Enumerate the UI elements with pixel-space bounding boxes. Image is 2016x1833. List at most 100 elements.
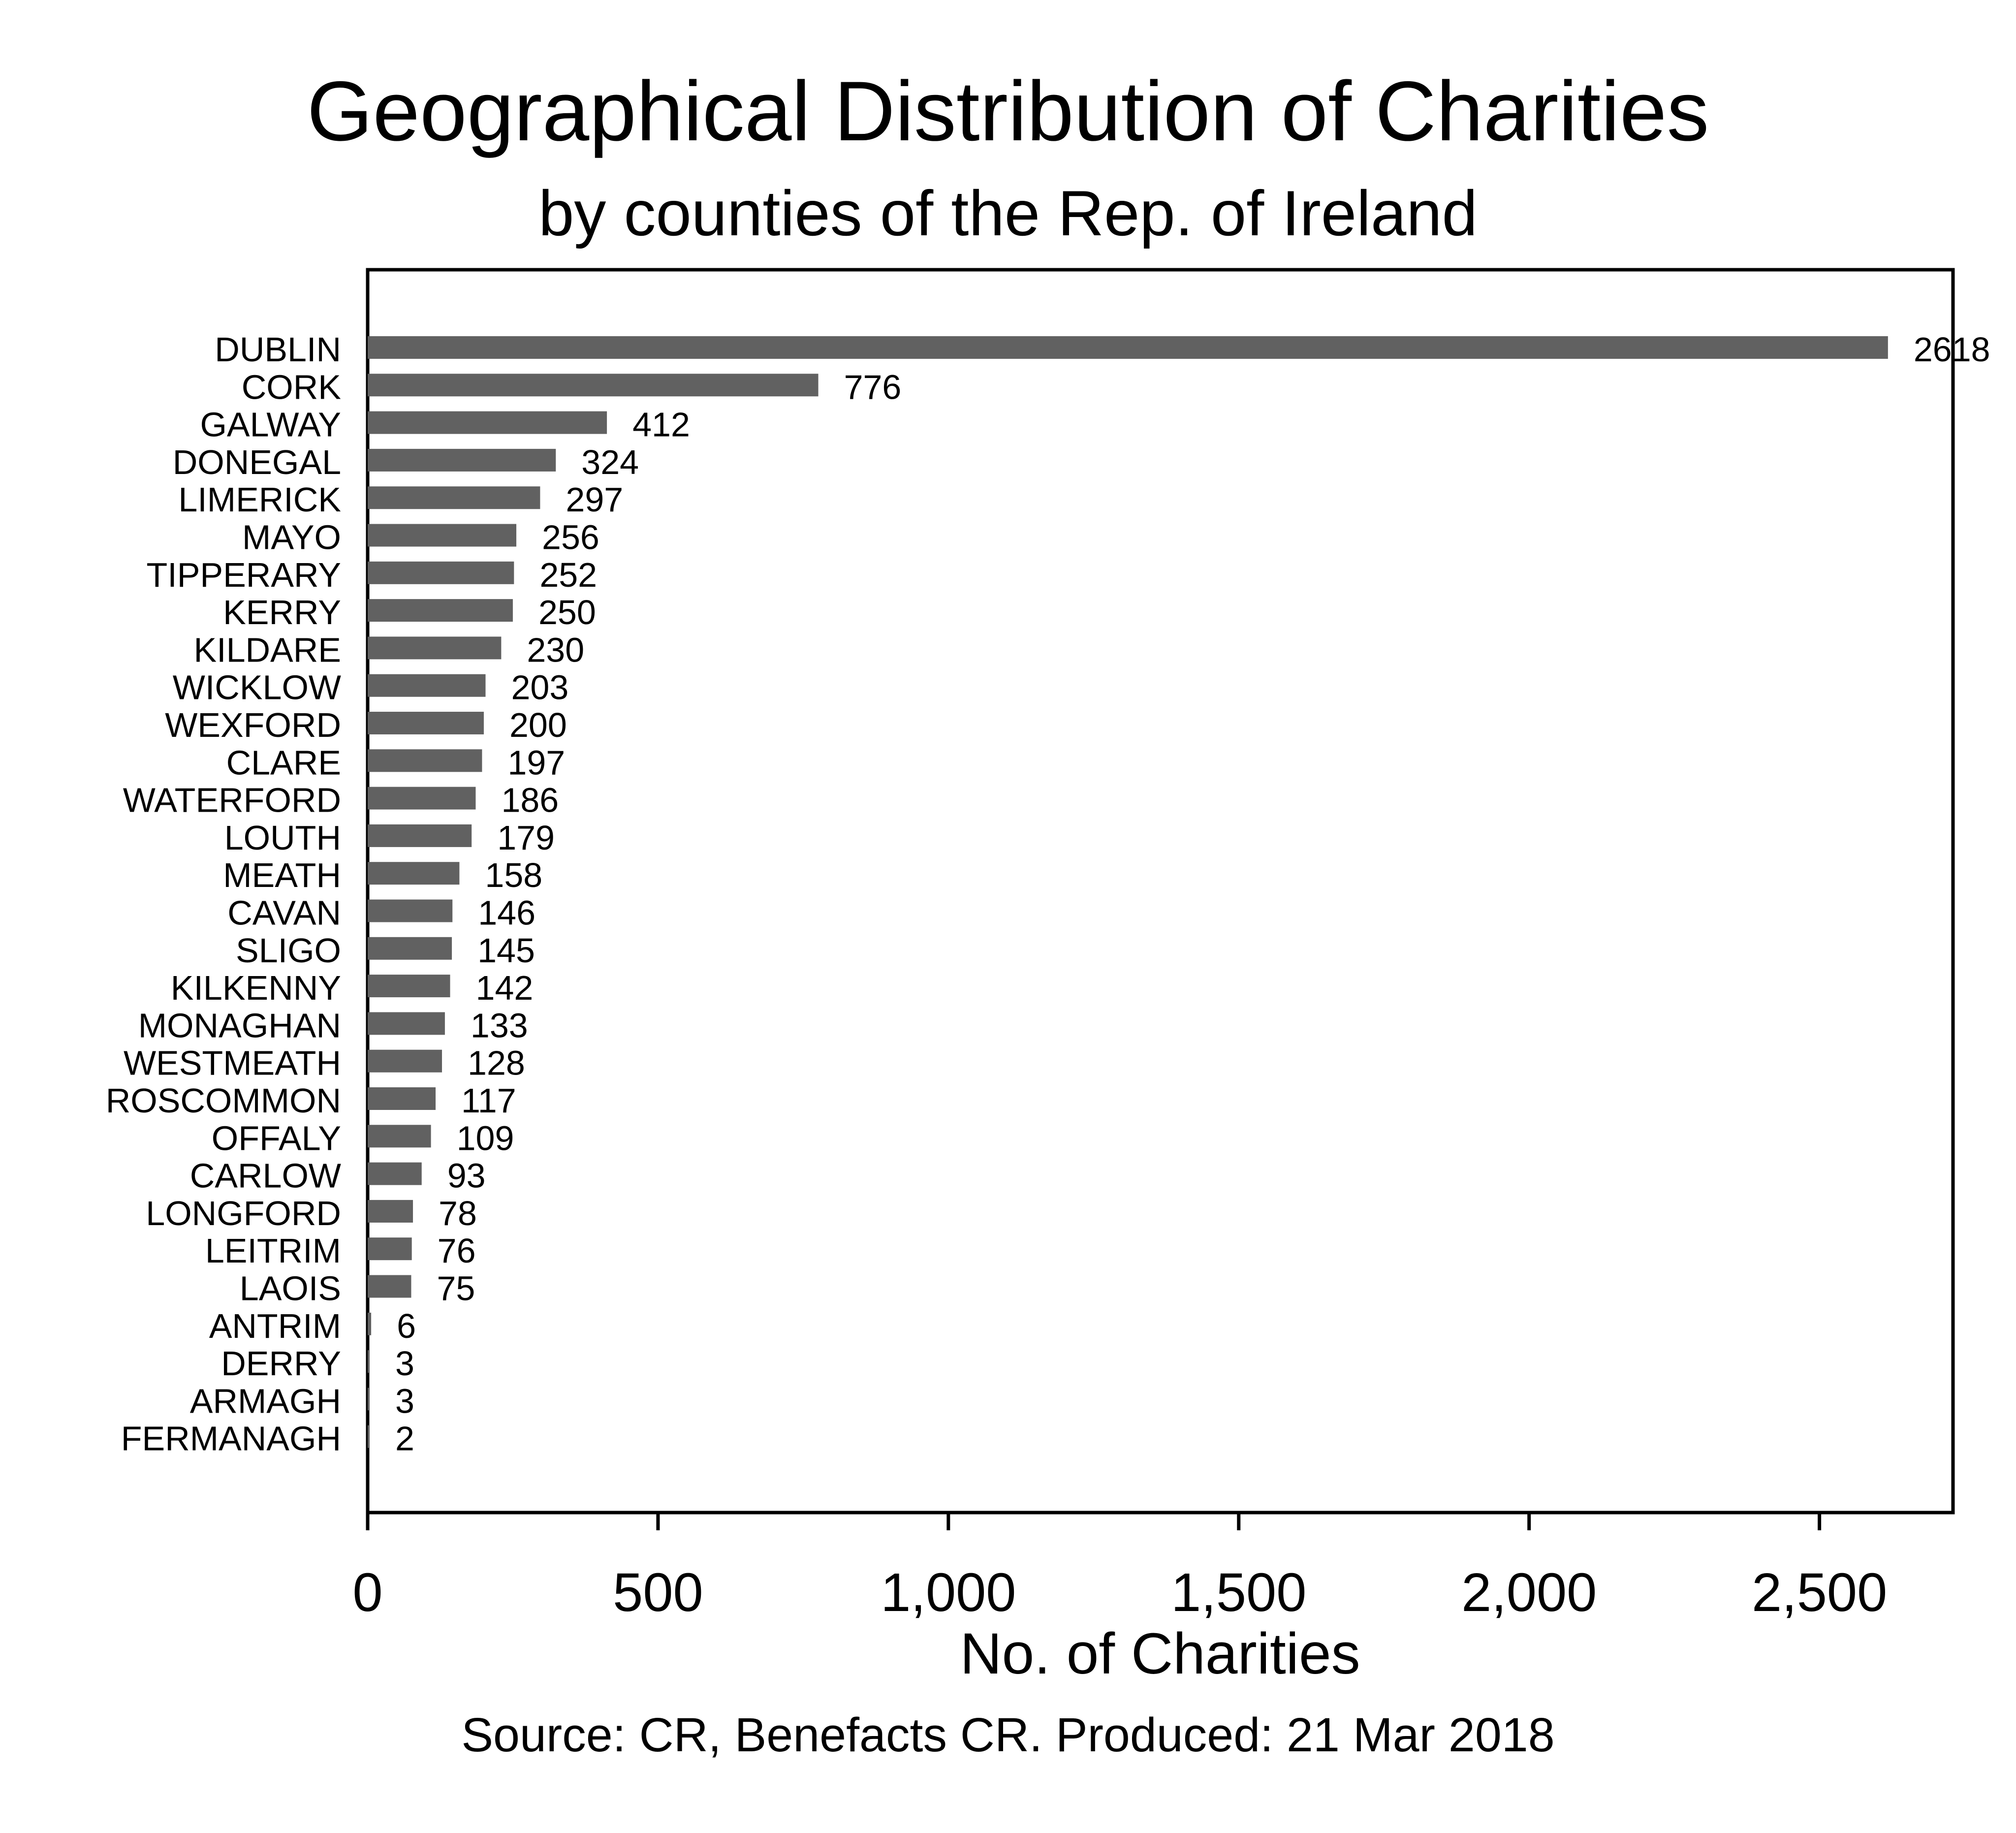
- bar-offaly: [368, 1125, 431, 1148]
- value-label-longford: 78: [439, 1194, 477, 1233]
- category-label-dublin: DUBLIN: [215, 330, 341, 369]
- source-note: Source: CR, Benefacts CR. Produced: 21 M…: [461, 1708, 1554, 1762]
- value-label-kerry: 250: [538, 593, 596, 632]
- bar-kilkenny: [368, 975, 450, 998]
- value-label-meath: 158: [485, 856, 542, 894]
- category-label-meath: MEATH: [223, 856, 341, 894]
- bar-armagh: [368, 1388, 370, 1411]
- bar-kerry: [368, 599, 513, 622]
- bar-clare: [368, 749, 482, 772]
- x-axis-title: No. of Charities: [960, 1621, 1360, 1686]
- bars-group: DUBLIN 2618 CORK 776 GALWAY 412 DONEGAL 324 LIME…: [106, 330, 1990, 1458]
- value-label-sligo: 145: [477, 931, 535, 970]
- category-label-derry: DERRY: [221, 1344, 341, 1383]
- plot-frame: [366, 268, 1955, 1515]
- value-label-clare: 197: [507, 743, 565, 782]
- bar-westmeath: [368, 1049, 442, 1073]
- x-tick-label-500: 500: [613, 1562, 703, 1623]
- bar-meath: [368, 862, 460, 885]
- value-label-dublin: 2618: [1914, 330, 1990, 369]
- bar-longford: [368, 1200, 413, 1223]
- value-label-monaghan: 133: [471, 1006, 528, 1044]
- category-label-kildare: KILDARE: [193, 631, 341, 669]
- category-label-offaly: OFFALY: [212, 1119, 341, 1157]
- value-label-westmeath: 128: [468, 1044, 525, 1082]
- value-label-limerick: 297: [566, 480, 623, 519]
- bar-cork: [368, 374, 819, 397]
- x-tick-label-0: 0: [352, 1562, 382, 1623]
- bar-carlow: [368, 1162, 422, 1185]
- value-label-wexford: 200: [509, 706, 567, 744]
- bar-louth: [368, 824, 472, 847]
- bar-wicklow: [368, 674, 486, 697]
- chart-subtitle: by counties of the Rep. of Ireland: [538, 177, 1478, 249]
- value-label-laois: 75: [437, 1269, 475, 1308]
- value-label-offaly: 109: [457, 1119, 514, 1157]
- x-axis: 0 500 1,000 1,500 2,000 2,500: [352, 1513, 1887, 1623]
- bar-mayo: [368, 524, 517, 547]
- value-label-louth: 179: [497, 819, 555, 857]
- value-label-mayo: 256: [542, 518, 599, 557]
- category-label-limerick: LIMERICK: [178, 480, 341, 519]
- value-label-derry: 3: [395, 1344, 414, 1383]
- bar-sligo: [368, 937, 452, 960]
- value-label-kildare: 230: [527, 631, 584, 669]
- value-label-antrim: 6: [397, 1307, 416, 1345]
- category-label-cork: CORK: [242, 368, 341, 406]
- category-label-donegal: DONEGAL: [173, 443, 341, 481]
- x-tick-label-1500: 1,500: [1171, 1562, 1306, 1623]
- category-label-sligo: SLIGO: [236, 931, 341, 970]
- bar-leitrim: [368, 1237, 412, 1261]
- bar-waterford: [368, 787, 476, 810]
- category-label-monaghan: MONAGHAN: [138, 1006, 341, 1044]
- category-label-laois: LAOIS: [240, 1269, 341, 1308]
- category-label-longford: LONGFORD: [146, 1194, 341, 1233]
- category-label-mayo: MAYO: [242, 518, 341, 557]
- category-label-wexford: WEXFORD: [165, 706, 341, 744]
- value-label-galway: 412: [632, 406, 690, 444]
- value-label-fermanagh: 2: [395, 1420, 414, 1458]
- bar-roscommon: [368, 1087, 436, 1110]
- category-label-antrim: ANTRIM: [209, 1307, 341, 1345]
- chart-title: Geographical Distribution of Charities: [307, 64, 1709, 158]
- bar-galway: [368, 411, 607, 434]
- x-tick-label-2000: 2,000: [1461, 1562, 1597, 1623]
- category-label-carlow: CARLOW: [190, 1157, 341, 1195]
- x-tick-label-2500: 2,500: [1752, 1562, 1887, 1623]
- category-label-fermanagh: FERMANAGH: [121, 1420, 341, 1458]
- category-label-louth: LOUTH: [224, 819, 341, 857]
- category-label-cavan: CAVAN: [227, 894, 341, 932]
- bar-fermanagh: [368, 1425, 370, 1448]
- bar-dublin: [368, 336, 1888, 359]
- value-label-cork: 776: [844, 368, 902, 406]
- category-label-tipperary: TIPPERARY: [147, 556, 342, 594]
- value-label-roscommon: 117: [461, 1081, 516, 1120]
- category-label-leitrim: LEITRIM: [205, 1232, 341, 1270]
- bar-monaghan: [368, 1012, 445, 1035]
- value-label-kilkenny: 142: [476, 969, 534, 1007]
- category-label-galway: GALWAY: [200, 406, 341, 444]
- x-tick-label-1000: 1,000: [881, 1562, 1016, 1623]
- bar-wexford: [368, 712, 484, 734]
- category-label-roscommon: ROSCOMMON: [106, 1081, 341, 1120]
- category-label-kerry: KERRY: [223, 593, 341, 632]
- category-label-kilkenny: KILKENNY: [171, 969, 341, 1007]
- value-label-wicklow: 203: [511, 668, 569, 707]
- value-label-carlow: 93: [447, 1157, 486, 1195]
- category-label-wicklow: WICKLOW: [173, 668, 341, 707]
- value-label-leitrim: 76: [438, 1232, 476, 1270]
- bar-antrim: [368, 1312, 372, 1335]
- category-label-westmeath: WESTMEATH: [124, 1044, 341, 1082]
- value-label-armagh: 3: [395, 1382, 414, 1420]
- bar-tipperary: [368, 561, 514, 584]
- category-label-armagh: ARMAGH: [190, 1382, 341, 1420]
- bar-kildare: [368, 636, 502, 660]
- category-label-waterford: WATERFORD: [123, 781, 341, 820]
- bar-laois: [368, 1275, 411, 1298]
- bar-derry: [368, 1350, 370, 1373]
- value-label-tipperary: 252: [539, 556, 597, 594]
- bar-donegal: [368, 448, 556, 472]
- bar-cavan: [368, 899, 453, 922]
- category-label-clare: CLARE: [226, 743, 341, 782]
